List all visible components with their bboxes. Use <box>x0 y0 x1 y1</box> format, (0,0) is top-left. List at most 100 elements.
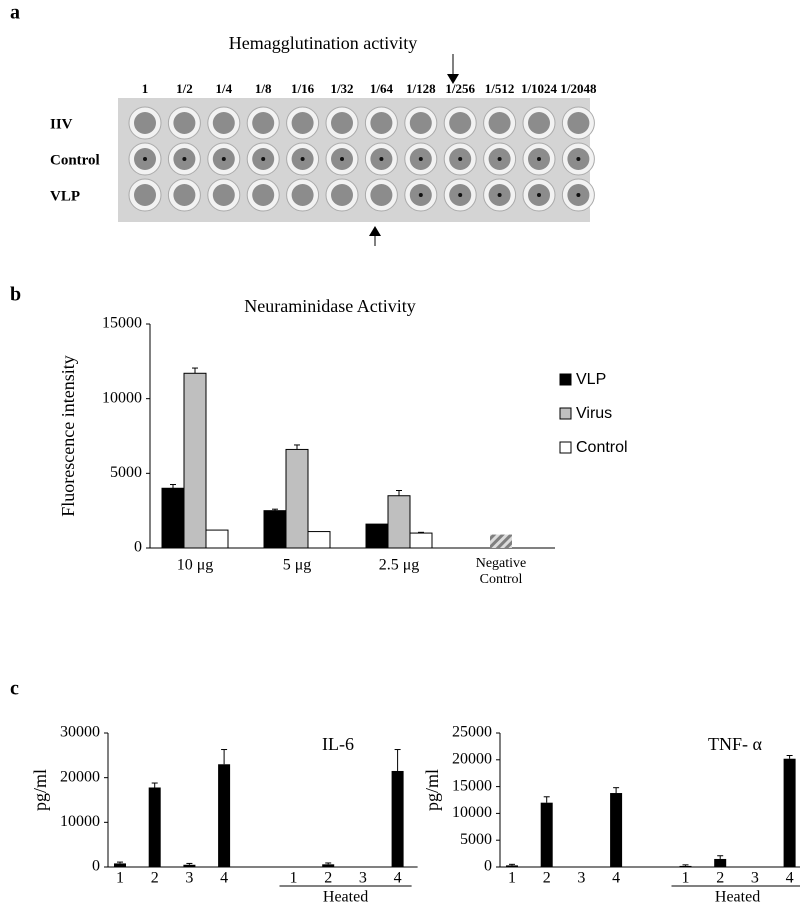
dilution-label: 1/64 <box>370 81 394 96</box>
well-inner <box>212 184 235 206</box>
y-tick-label: 15000 <box>102 315 142 332</box>
bar <box>307 531 331 549</box>
well-inner <box>134 112 156 134</box>
bar <box>205 529 229 549</box>
dilution-label: 1/1024 <box>521 81 558 96</box>
well-dot <box>497 193 502 197</box>
row-label: IIV <box>50 116 73 132</box>
x-tick-label: 1 <box>290 870 298 887</box>
well-dot <box>537 193 541 197</box>
bar <box>183 372 207 549</box>
well-inner <box>409 112 432 134</box>
bar <box>783 758 796 867</box>
bar <box>161 487 185 549</box>
dilution-label: 1/8 <box>255 81 272 96</box>
chart-title: Neuraminidase Activity <box>244 296 415 316</box>
x-tick-label: 2 <box>151 870 159 887</box>
y-tick-label: 0 <box>484 858 492 875</box>
y-tick-label: 0 <box>134 539 142 556</box>
legend-label: VLP <box>576 371 606 388</box>
x-tick-label: 2 <box>543 870 551 887</box>
y-tick-label: 0 <box>92 858 100 875</box>
well-inner <box>370 184 393 206</box>
x-tick-label: 10 μg <box>177 557 214 574</box>
dilution-label: 1/16 <box>291 81 315 96</box>
well-dot <box>576 157 581 161</box>
row-label: Control <box>50 152 100 168</box>
x-tick-label: 2 <box>716 870 724 887</box>
x-tick-label: 4 <box>612 870 620 887</box>
y-axis-label: Fluorescence intensity <box>58 355 78 516</box>
well-dot <box>143 157 147 161</box>
y-axis-label: pg/ml <box>30 769 50 811</box>
dilution-label: 1/512 <box>485 81 515 96</box>
well-inner <box>331 184 353 206</box>
y-tick-label: 25000 <box>452 724 492 741</box>
well-dot <box>418 193 423 197</box>
bar <box>285 448 309 549</box>
y-tick-label: 10000 <box>102 389 142 406</box>
x-tick-label: Negative Control <box>475 556 527 587</box>
bar <box>409 532 433 549</box>
well-inner <box>488 112 511 134</box>
dilution-label: 1/32 <box>330 81 353 96</box>
chart-title: TNF- α <box>708 734 762 754</box>
well-inner <box>291 184 314 206</box>
panel-title: Hemagglutination activity <box>229 33 417 53</box>
bar <box>540 802 553 867</box>
well-dot <box>458 193 463 197</box>
well-dot <box>182 157 187 161</box>
x-tick-label: 5 μg <box>283 557 312 574</box>
row-label: VLP <box>50 188 80 204</box>
dilution-label: 1/4 <box>215 81 232 96</box>
y-tick-label: 5000 <box>460 831 492 848</box>
x-tick-label: 4 <box>220 870 228 887</box>
y-tick-label: 20000 <box>452 750 492 767</box>
well-dot <box>497 157 502 161</box>
bar <box>114 863 126 867</box>
y-axis-label: pg/ml <box>422 769 442 811</box>
panel-label: b <box>10 284 21 306</box>
y-tick-label: 10000 <box>60 813 100 830</box>
arrow-head <box>369 226 381 236</box>
well-inner <box>370 112 393 134</box>
bar <box>183 864 196 867</box>
group-label: Heated <box>323 889 368 906</box>
x-tick-label: 4 <box>786 870 794 887</box>
group-label: Heated <box>715 889 760 906</box>
bar <box>263 510 287 549</box>
bar <box>391 770 404 867</box>
well-dot <box>261 157 266 161</box>
bar <box>490 534 512 548</box>
bar <box>610 793 623 867</box>
bar <box>506 865 518 867</box>
dilution-label: 1/256 <box>445 81 475 96</box>
dilution-label: 1/128 <box>406 81 436 96</box>
well-inner <box>291 112 314 134</box>
arrow-head <box>447 74 459 84</box>
well-inner <box>173 112 196 134</box>
bar <box>365 523 389 549</box>
well-inner <box>567 112 590 134</box>
bar <box>322 864 335 867</box>
well-inner <box>252 112 275 134</box>
panel-label: c <box>10 678 19 700</box>
y-tick-label: 10000 <box>452 804 492 821</box>
x-tick-label: 3 <box>185 870 193 887</box>
dilution-label: 1 <box>142 81 149 96</box>
bar <box>679 865 692 867</box>
legend-swatch <box>559 407 572 420</box>
bar <box>714 858 727 867</box>
well-inner <box>134 184 156 206</box>
x-tick-label: 1 <box>508 870 516 887</box>
well-dot <box>537 157 541 161</box>
legend-label: Control <box>576 439 628 456</box>
legend-label: Virus <box>576 405 612 422</box>
well-dot <box>379 157 384 161</box>
x-tick-label: 1 <box>116 870 124 887</box>
bar <box>218 764 231 867</box>
well-dot <box>458 157 463 161</box>
x-tick-label: 1 <box>682 870 690 887</box>
dilution-label: 1/2048 <box>560 81 597 96</box>
